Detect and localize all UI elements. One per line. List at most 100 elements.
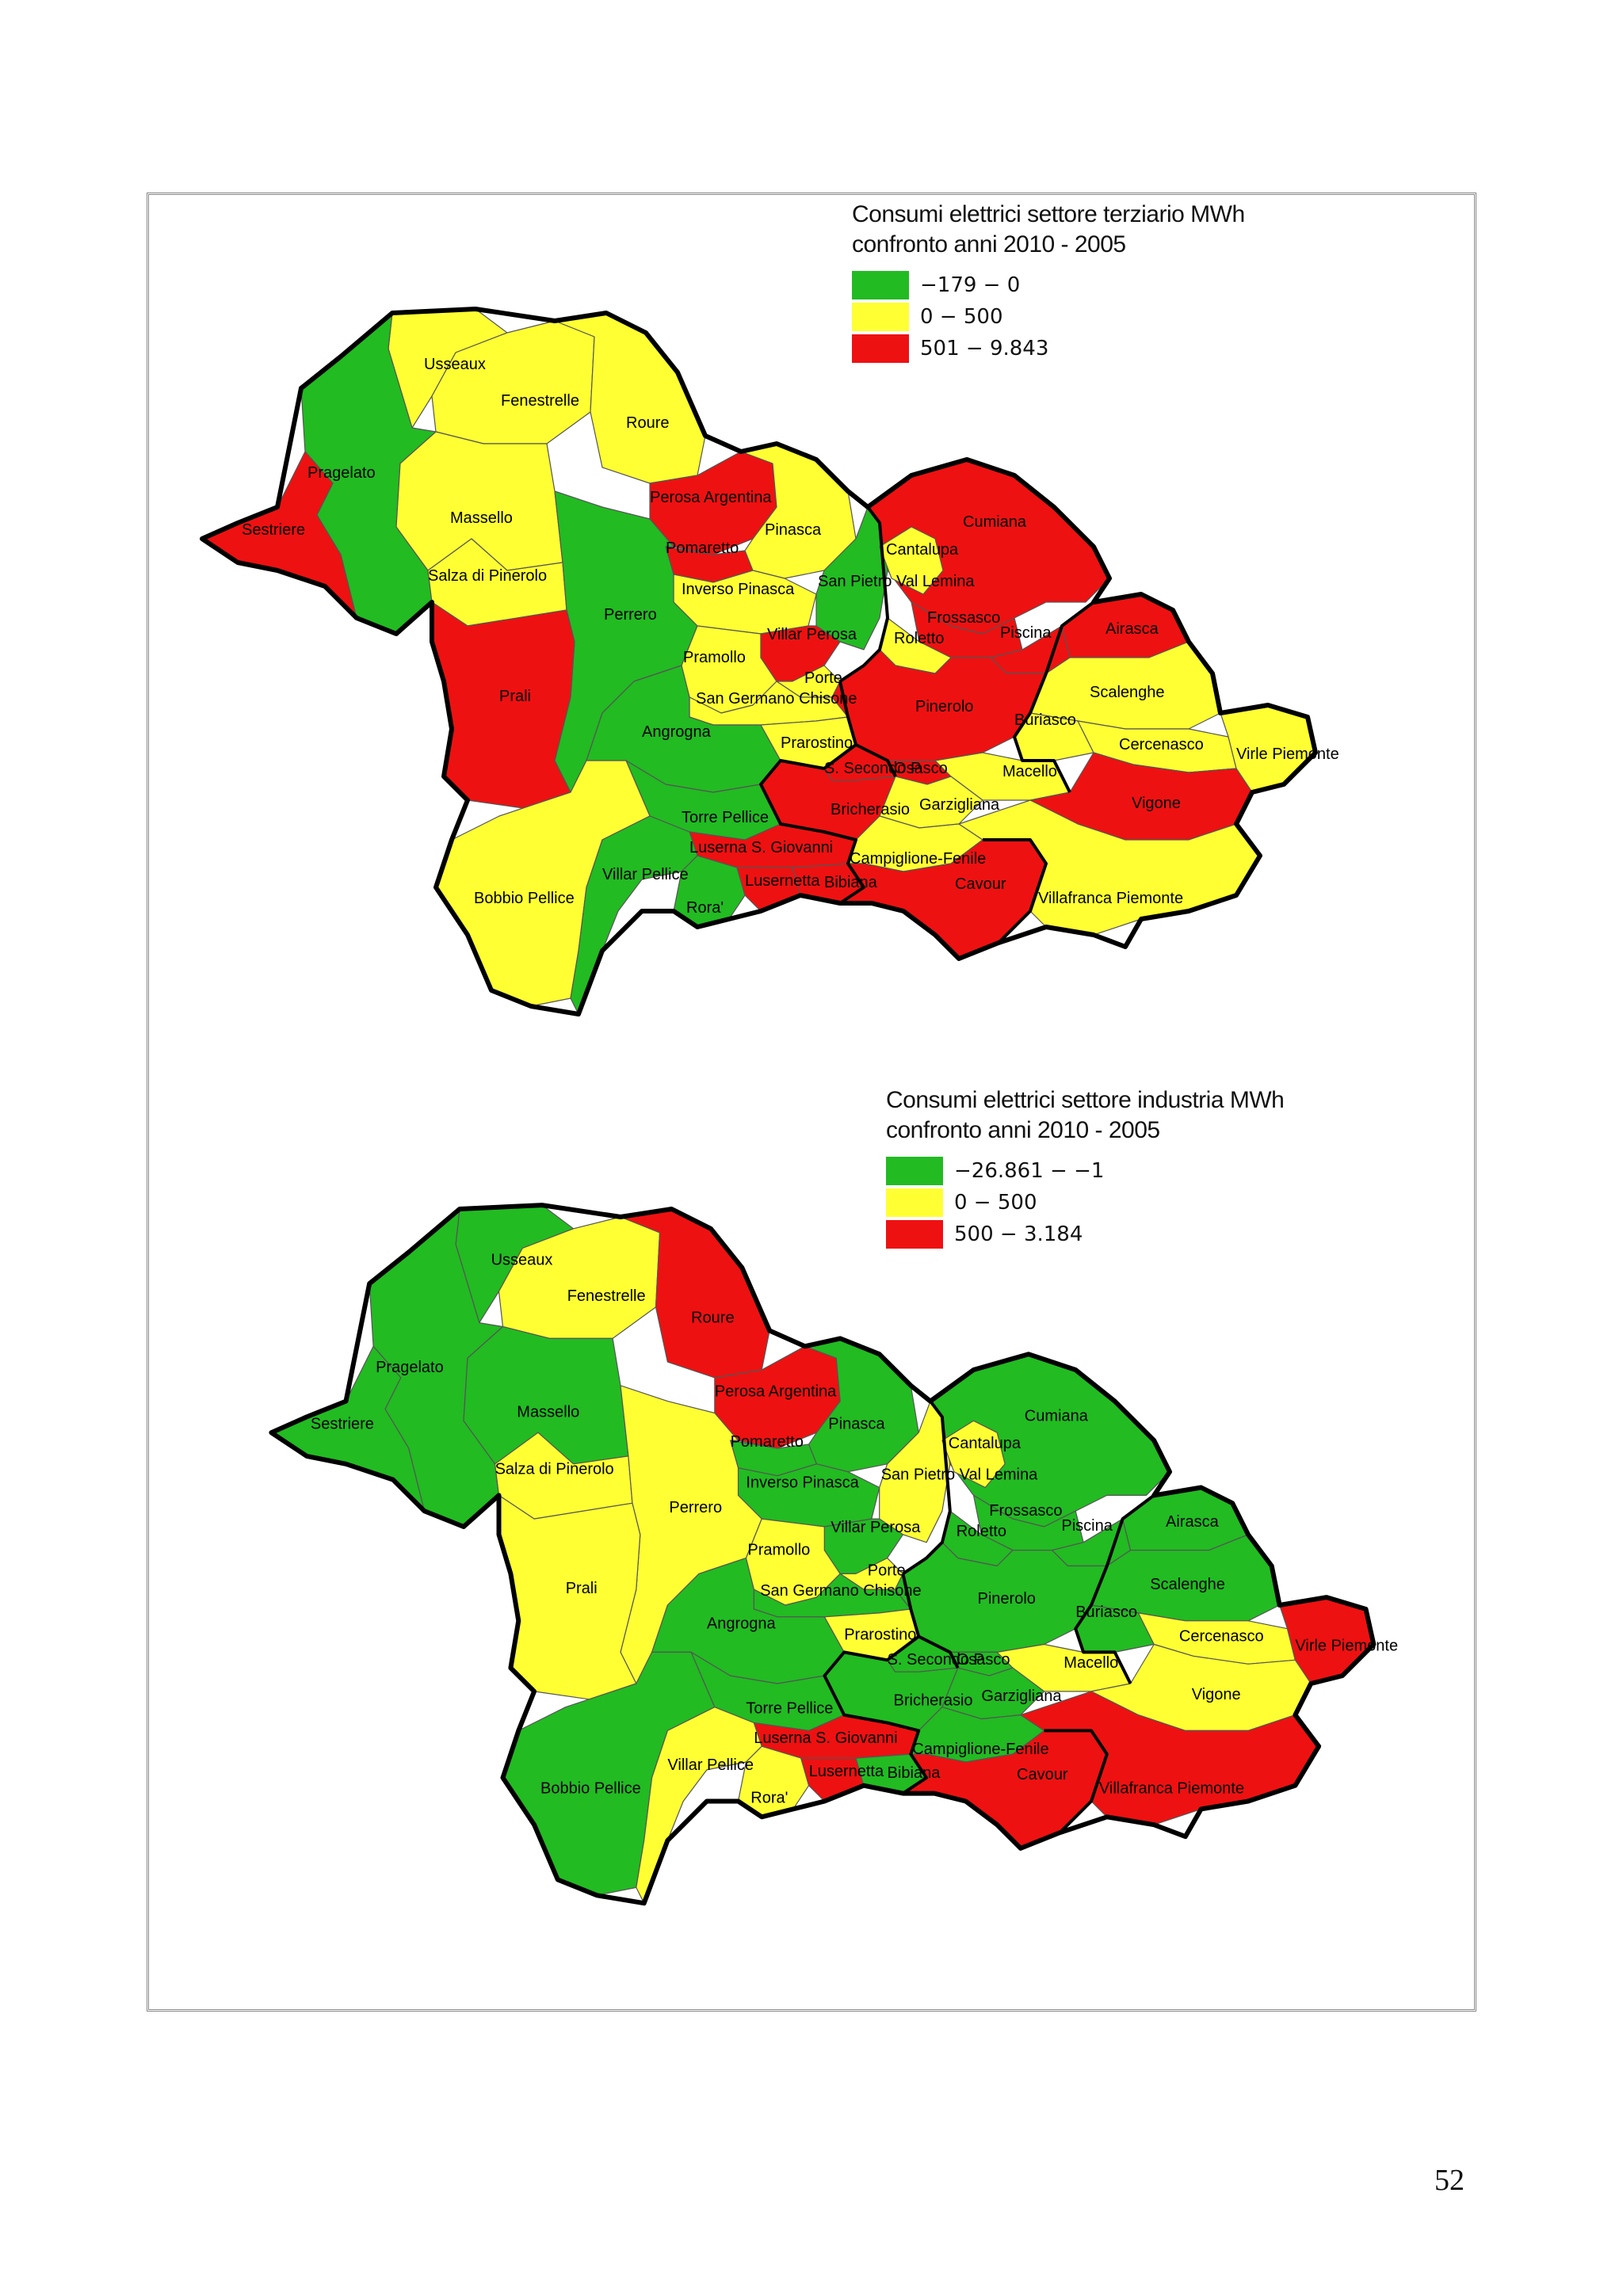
label-pinasca: Pinasca — [765, 521, 822, 539]
label-perosa: Perosa Argentina — [650, 489, 772, 506]
label-osasco: Osasco — [957, 1651, 1010, 1669]
label-cavour: Cavour — [1017, 1766, 1068, 1783]
label-campiglione: Campiglione-Fenile — [850, 850, 986, 868]
label-virle: Virle Piemonte — [1236, 746, 1339, 763]
label-usseaux: Usseaux — [491, 1251, 553, 1268]
label-salza: Salza di Pinerolo — [495, 1461, 614, 1478]
label-pinerolo: Pinerolo — [978, 1590, 1036, 1608]
label-bibiana: Bibiana — [888, 1764, 941, 1782]
district-boundary — [918, 1634, 960, 1669]
label-cantalupa: Cantalupa — [949, 1435, 1022, 1452]
figure-frame — [147, 193, 1476, 2012]
label-ssecondo: S. Secondo P. — [824, 760, 923, 777]
label-roletto: Roletto — [894, 630, 944, 647]
label-macello: Macello — [1064, 1654, 1118, 1672]
label-prarostino: Prarostino — [844, 1627, 916, 1644]
label-torrepellice: Torre Pellice — [746, 1700, 833, 1718]
municipality-cantalupa — [879, 526, 944, 595]
page-number: 52 — [1434, 2164, 1465, 2197]
label-buriasco: Buriasco — [1075, 1604, 1137, 1621]
label-lusernetta: Lusernetta — [745, 872, 820, 890]
legend-label: −26.861 − −1 — [954, 1159, 1105, 1183]
label-salza: Salza di Pinerolo — [428, 567, 547, 585]
label-usseaux: Usseaux — [424, 356, 486, 373]
label-airasca: Airasca — [1166, 1513, 1220, 1531]
label-pinasca: Pinasca — [828, 1415, 885, 1432]
swatch-yellow — [886, 1188, 943, 1217]
label-sanpietro: San Pietro Val Lemina — [881, 1466, 1038, 1484]
label-pomaretto: Pomaretto — [666, 540, 739, 557]
label-torrepellice: Torre Pellice — [682, 809, 769, 826]
legend-subtitle: confronto anni 2010 - 2005 — [886, 1117, 1160, 1143]
label-cantalupa: Cantalupa — [886, 541, 959, 559]
label-bobbio: Bobbio Pellice — [474, 890, 575, 907]
district-boundary — [1090, 1493, 1155, 1606]
swatch-green — [852, 271, 909, 299]
municipality-bobbio — [435, 760, 651, 1007]
label-cumiana: Cumiana — [1025, 1407, 1089, 1425]
label-osasco: Osasco — [894, 760, 948, 777]
label-porte: Porte — [868, 1562, 906, 1579]
label-scalenghe: Scalenghe — [1090, 684, 1165, 701]
label-piscina: Piscina — [1000, 624, 1052, 642]
label-frossasco: Frossasco — [989, 1502, 1062, 1520]
legend-label: 0 − 500 — [954, 1191, 1037, 1215]
label-pomaretto: Pomaretto — [731, 1433, 804, 1451]
label-pramollo: Pramollo — [683, 649, 746, 666]
legend-title: Consumi elettrici settore industria MWh — [886, 1087, 1285, 1113]
label-cavour: Cavour — [955, 875, 1006, 893]
label-airasca: Airasca — [1106, 620, 1159, 638]
legend-item: −179 − 0 — [852, 269, 1245, 301]
label-roure: Roure — [626, 414, 669, 432]
label-cercenasco: Cercenasco — [1119, 736, 1204, 753]
label-villarpellice: Villar Pellice — [667, 1756, 754, 1774]
municipality-bobbio — [502, 1651, 716, 1896]
municipality-sanpietro — [879, 1400, 951, 1543]
legend-item: 501 − 9.843 — [852, 333, 1245, 364]
label-pragelato: Pragelato — [376, 1359, 444, 1376]
label-cumiana: Cumiana — [963, 513, 1027, 531]
label-sangermano: San Germano Chisone — [760, 1582, 921, 1600]
district-boundary — [759, 681, 865, 905]
label-luserna: Luserna S. Giovanni — [754, 1730, 897, 1747]
label-pramollo: Pramollo — [747, 1542, 810, 1559]
region-outline — [269, 1203, 1377, 1906]
district-boundary — [1029, 601, 1095, 714]
municipality-prali — [431, 601, 575, 809]
swatch-red — [886, 1220, 943, 1249]
label-villarpellice: Villar Pellice — [602, 866, 689, 883]
label-fenestrelle: Fenestrelle — [501, 392, 579, 410]
district-boundary — [823, 1573, 929, 1795]
label-prali: Prali — [499, 688, 531, 705]
label-rora: Rora' — [686, 899, 724, 917]
district-boundary — [1074, 1604, 1132, 1684]
district-boundary — [902, 1400, 952, 1576]
label-perosa: Perosa Argentina — [715, 1383, 837, 1401]
legend-item: −26.861 − −1 — [886, 1155, 1284, 1187]
label-sestriere: Sestriere — [242, 521, 305, 539]
label-inverso: Inverso Pinasca — [682, 581, 795, 598]
label-buriasco: Buriasco — [1014, 711, 1076, 729]
label-scalenghe: Scalenghe — [1150, 1576, 1225, 1593]
map-industria: Usseaux Fenestrelle Roure Pragelato Sestrier… — [269, 1203, 1398, 1906]
label-perrero: Perrero — [604, 606, 657, 624]
legend-industria: Consumi elettrici settore industria MWh … — [886, 1085, 1285, 1250]
label-angrogna: Angrogna — [707, 1615, 777, 1633]
label-macello: Macello — [1002, 763, 1057, 780]
label-massello: Massello — [517, 1403, 579, 1421]
label-garzigliana: Garzigliana — [919, 796, 1000, 814]
label-villafranca: Villafranca Piemonte — [1038, 890, 1183, 907]
legend-item: 500 − 3.184 — [886, 1219, 1284, 1250]
label-vigone: Vigone — [1192, 1686, 1241, 1703]
municipality-sanpietro — [815, 506, 888, 650]
legend-label: −179 − 0 — [920, 273, 1021, 297]
legend-item: 0 − 500 — [886, 1187, 1284, 1219]
legend-label: 501 − 9.843 — [920, 337, 1049, 360]
label-cercenasco: Cercenasco — [1179, 1628, 1264, 1646]
legend-title: Consumi elettrici settore terziario MWh — [852, 201, 1245, 227]
label-prarostino: Prarostino — [781, 734, 853, 752]
label-ssecondo: S. Secondo P. — [888, 1651, 987, 1669]
label-pinerolo: Pinerolo — [915, 698, 973, 715]
swatch-green — [886, 1157, 943, 1185]
label-inverso: Inverso Pinasca — [746, 1474, 859, 1492]
